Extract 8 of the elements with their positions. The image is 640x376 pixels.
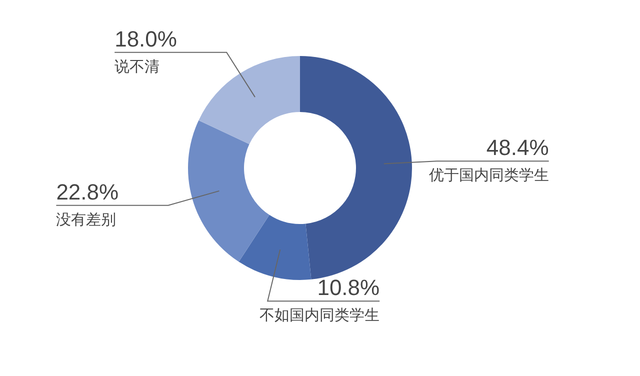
data-label: 22.8% (56, 179, 119, 204)
slice-label: 优于国内同类学生 (428, 167, 549, 184)
slice-label: 没有差别 (56, 211, 116, 228)
data-label: 18.0% (114, 26, 177, 52)
slice-label: 不如国内同类学生 (260, 307, 380, 324)
slice-label: 说不清 (114, 58, 160, 76)
data-label: 10.8% (317, 275, 380, 300)
data-label: 48.4% (486, 135, 549, 160)
